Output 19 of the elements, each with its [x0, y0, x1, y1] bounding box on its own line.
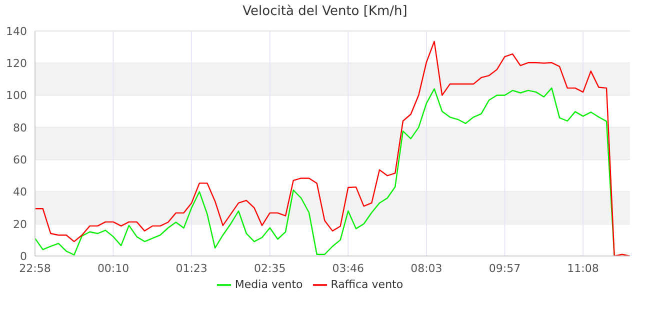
x-tick-label: 09:57: [488, 262, 521, 275]
x-tick-label: 08:03: [410, 262, 442, 275]
x-tick-label: 00:10: [97, 262, 130, 275]
x-tick-label: 02:35: [254, 262, 286, 275]
y-tick-label: 60: [13, 153, 27, 166]
y-tick-label: 120: [6, 57, 27, 70]
y-tick-label: 0: [20, 250, 27, 263]
x-tick-label: 03:46: [332, 262, 364, 275]
x-tick-label: 22:58: [19, 262, 51, 275]
chart-title: Velocità del Vento [Km/h]: [242, 4, 408, 19]
y-tick-label: 20: [13, 218, 27, 231]
y-tick-label: 100: [6, 89, 27, 102]
legend-label: Raffica vento: [330, 278, 404, 292]
y-tick-label: 40: [13, 186, 27, 199]
y-tick-label: 140: [6, 24, 27, 38]
x-tick-label: 01:23: [176, 262, 208, 275]
x-tick-label: 11:08: [567, 262, 599, 275]
legend-label: Media vento: [234, 278, 303, 292]
y-tick-label: 80: [13, 121, 27, 134]
